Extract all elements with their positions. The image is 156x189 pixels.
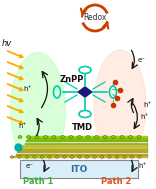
Text: e⁻: e⁻ [26, 163, 34, 170]
Ellipse shape [123, 156, 126, 158]
Ellipse shape [25, 156, 29, 158]
Ellipse shape [18, 156, 21, 158]
Polygon shape [14, 156, 148, 158]
Text: Redox: Redox [83, 13, 107, 22]
Ellipse shape [35, 136, 39, 139]
Ellipse shape [103, 136, 107, 139]
Ellipse shape [129, 136, 132, 139]
Ellipse shape [86, 136, 90, 139]
Ellipse shape [93, 156, 96, 158]
Ellipse shape [105, 173, 127, 181]
Polygon shape [28, 138, 148, 140]
Ellipse shape [33, 156, 36, 158]
Ellipse shape [137, 136, 141, 139]
Ellipse shape [63, 156, 66, 158]
Text: Path 1: Path 1 [23, 177, 53, 187]
Ellipse shape [138, 156, 141, 158]
Ellipse shape [10, 156, 14, 158]
Ellipse shape [100, 156, 104, 158]
Text: ITO: ITO [70, 164, 88, 174]
FancyBboxPatch shape [20, 160, 138, 178]
Ellipse shape [52, 136, 56, 139]
Ellipse shape [115, 156, 119, 158]
Text: h⁺: h⁺ [24, 86, 32, 92]
Ellipse shape [27, 136, 31, 139]
Ellipse shape [55, 156, 59, 158]
Text: h⁺: h⁺ [138, 163, 146, 170]
Ellipse shape [61, 136, 64, 139]
Text: h⁺: h⁺ [19, 123, 27, 129]
Ellipse shape [78, 156, 81, 158]
Ellipse shape [70, 156, 74, 158]
Ellipse shape [94, 50, 146, 160]
Text: ZnPP: ZnPP [60, 74, 84, 84]
Ellipse shape [130, 156, 134, 158]
Text: h⁺: h⁺ [140, 114, 148, 120]
Polygon shape [26, 140, 148, 142]
Text: h⁺: h⁺ [143, 102, 151, 108]
Polygon shape [21, 147, 148, 149]
Text: hv: hv [2, 39, 12, 47]
Ellipse shape [95, 136, 98, 139]
Ellipse shape [44, 136, 47, 139]
Ellipse shape [120, 136, 124, 139]
Polygon shape [19, 149, 148, 151]
Ellipse shape [78, 136, 81, 139]
Ellipse shape [85, 156, 89, 158]
Polygon shape [25, 143, 148, 145]
Polygon shape [17, 151, 148, 153]
Polygon shape [16, 154, 148, 156]
Text: Path 2: Path 2 [101, 177, 131, 187]
Polygon shape [23, 145, 148, 147]
Ellipse shape [10, 53, 66, 167]
Text: e⁻: e⁻ [138, 57, 146, 63]
Ellipse shape [112, 136, 115, 139]
Ellipse shape [27, 173, 49, 181]
Ellipse shape [48, 156, 51, 158]
Polygon shape [30, 136, 148, 138]
Ellipse shape [18, 136, 22, 139]
Text: TMD: TMD [71, 123, 93, 132]
Ellipse shape [108, 156, 111, 158]
Polygon shape [77, 86, 93, 98]
Ellipse shape [69, 136, 73, 139]
Ellipse shape [40, 156, 44, 158]
